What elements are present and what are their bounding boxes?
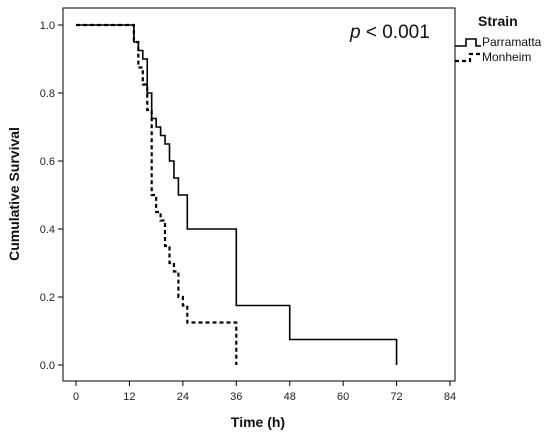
x-tick-label: 24 (177, 391, 189, 403)
x-tick-label: 12 (123, 391, 135, 403)
y-tick-label: 0.2 (40, 292, 55, 304)
plot-area (62, 7, 456, 382)
x-tick-label: 72 (390, 391, 402, 403)
y-tick-label: 0.6 (40, 156, 55, 168)
p-value-annotation: p < 0.001 (349, 22, 430, 43)
x-tick-label: 60 (337, 391, 349, 403)
x-tick-label: 0 (73, 391, 79, 403)
y-axis: 0.0 0.2 0.4 0.6 0.8 1.0 (40, 20, 63, 372)
x-axis-title: Time (h) (231, 414, 285, 430)
series-line-monheim (76, 23, 238, 365)
p-value-text: < 0.001 (361, 22, 430, 43)
x-tick-label: 84 (444, 391, 456, 403)
series-line-parramatta (76, 24, 398, 365)
x-tick-label: 36 (230, 391, 242, 403)
y-tick-label: 0.8 (40, 88, 55, 100)
legend-title: Strain (478, 13, 518, 29)
legend-label-monheim: Monheim (482, 50, 531, 64)
legend-label-parramatta: Parramatta (482, 35, 542, 49)
y-tick-label: 1.0 (40, 20, 55, 32)
legend-symbol-parramatta (455, 38, 481, 47)
x-tick-label: 48 (284, 391, 296, 403)
y-tick-label: 0.4 (40, 224, 55, 236)
series-layer (76, 23, 398, 365)
y-tick-label: 0.0 (40, 360, 55, 372)
plot-border (62, 7, 456, 382)
y-axis-title: Cumulative Survival (6, 127, 22, 261)
x-axis: 0 12 24 36 48 60 72 84 (73, 381, 456, 403)
p-value-symbol: p (349, 22, 361, 43)
legend-symbol-monheim (455, 52, 480, 63)
